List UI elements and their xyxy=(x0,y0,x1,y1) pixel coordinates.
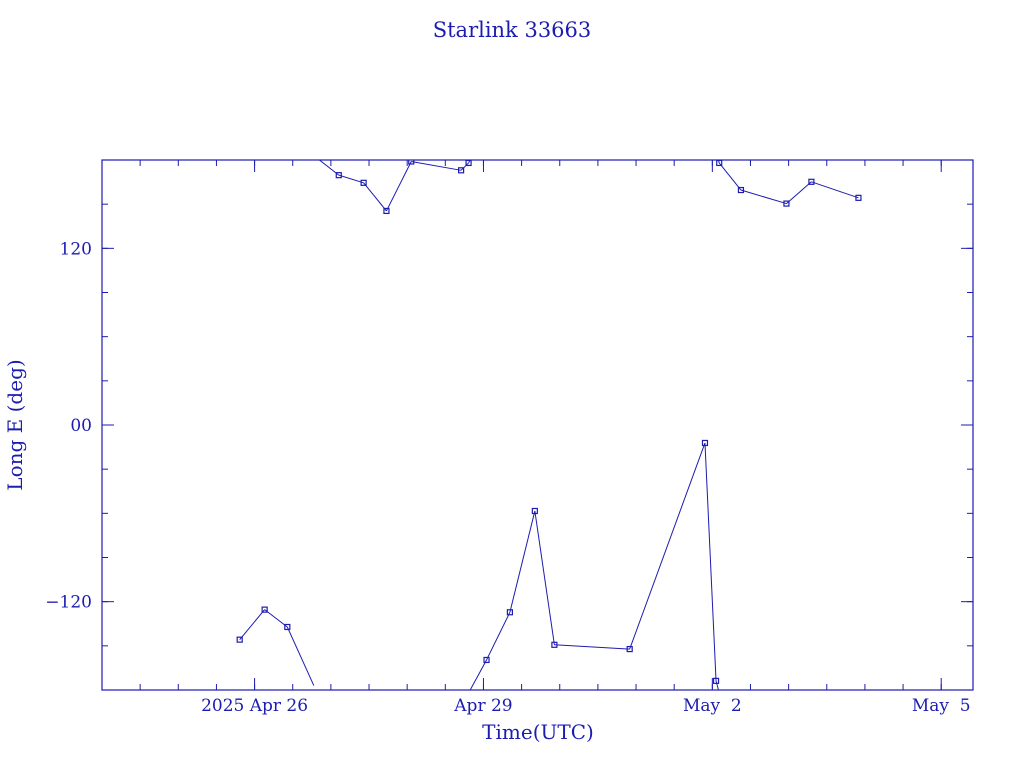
y-tick-label: −120 xyxy=(45,593,92,613)
series-segment xyxy=(811,181,859,199)
data-point xyxy=(783,200,790,207)
series-segment xyxy=(460,162,469,171)
data-point xyxy=(808,178,815,185)
series-segment xyxy=(338,174,364,184)
series-segment xyxy=(286,626,315,686)
data-point xyxy=(716,160,723,167)
plot-area: 2025 Apr 26 Apr 29 May 2 May 5 120 00 −120 xyxy=(45,97,974,716)
series-segment xyxy=(509,510,536,613)
data-point xyxy=(737,186,745,194)
data-point xyxy=(483,656,490,664)
data-point xyxy=(712,677,720,684)
x-tick-label: Apr 29 xyxy=(453,696,512,716)
series-segment xyxy=(718,162,742,191)
series-segment xyxy=(786,181,812,204)
series-segment xyxy=(318,160,340,176)
data-point xyxy=(360,179,367,186)
series-segment xyxy=(287,97,313,156)
series-segment xyxy=(554,644,630,650)
plot-frame xyxy=(101,159,974,691)
series-segment xyxy=(469,659,487,690)
y-tick-label: 120 xyxy=(60,239,92,259)
data-point xyxy=(626,645,633,653)
data-point xyxy=(506,609,513,616)
data-point xyxy=(531,507,538,515)
data-point xyxy=(311,153,316,158)
data-point xyxy=(551,641,558,648)
data-point xyxy=(261,606,268,613)
data-point xyxy=(383,207,390,215)
series-segment xyxy=(629,442,706,650)
data-point xyxy=(701,439,709,447)
series-segment xyxy=(411,160,462,171)
series-segment xyxy=(363,182,387,212)
chart-title: Starlink 33663 xyxy=(433,18,592,42)
data-point xyxy=(855,194,862,201)
data-point xyxy=(465,160,472,167)
x-tick-label: 2025 Apr 26 xyxy=(201,696,308,716)
x-tick-label: May 5 xyxy=(912,696,971,716)
series-segment xyxy=(486,612,511,661)
series-segment xyxy=(468,160,471,164)
data-point xyxy=(284,623,291,631)
series-segment xyxy=(704,442,717,681)
series-segment xyxy=(264,609,288,628)
series-segment xyxy=(740,189,787,205)
data-point xyxy=(335,172,342,179)
x-tick-label: May 2 xyxy=(683,696,742,716)
series-segment xyxy=(534,510,555,645)
y-tick-label: 00 xyxy=(70,416,92,436)
y-axis-label: Long E (deg) xyxy=(3,359,27,490)
data-point xyxy=(458,167,465,174)
data-point xyxy=(408,160,415,165)
series-segment xyxy=(386,161,412,212)
series-segment xyxy=(239,609,266,640)
data-point xyxy=(236,636,243,643)
series-group xyxy=(236,97,862,690)
x-axis-label: Time(UTC) xyxy=(482,720,594,744)
